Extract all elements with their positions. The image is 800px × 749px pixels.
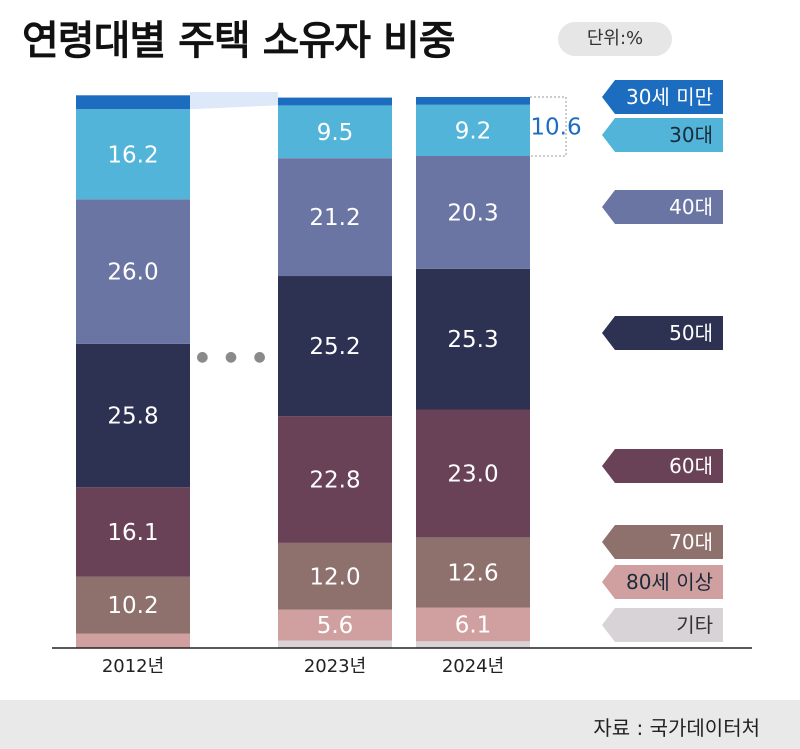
legend-tag-80plus xyxy=(602,565,723,599)
stacked-bar-chart: 10.2 16.1 25.8 26.0 16.2 2012년 5.6 12.0 22.8 25.2… xyxy=(52,80,752,677)
bar-segment-30s xyxy=(76,109,190,200)
data-label: 21.2 xyxy=(309,205,360,231)
data-label: 20.3 xyxy=(447,200,498,226)
legend-label: 30대 xyxy=(669,123,713,147)
category-label: 2023년 xyxy=(304,656,366,677)
data-label: 26.0 xyxy=(107,260,158,286)
legend-tag-30s xyxy=(602,118,723,152)
legend-label: 40대 xyxy=(669,195,713,219)
data-label: 25.8 xyxy=(107,404,158,430)
data-label: 9.2 xyxy=(455,118,492,144)
legend-label: 50대 xyxy=(669,321,713,345)
bar-segment-other xyxy=(416,641,530,648)
callout-label: 10.6 xyxy=(530,115,581,141)
legend-label: 기타 xyxy=(676,613,713,637)
legend-label: 60대 xyxy=(669,454,713,478)
callout-bracket xyxy=(530,96,567,157)
category-label: 2012년 xyxy=(102,656,164,677)
legend-tag-60s xyxy=(602,449,723,483)
category-label: 2024년 xyxy=(442,656,504,677)
legend-tag-40s xyxy=(602,190,723,224)
bar-segment-50s xyxy=(416,268,530,410)
bar-segment-70s xyxy=(278,542,392,610)
source-bar: 자료 : 국가데이터처 xyxy=(0,700,800,749)
legend-tag-70s xyxy=(602,525,723,559)
legend-tag-other xyxy=(602,608,723,642)
legend-tag-50s xyxy=(602,316,723,350)
data-label: 23.0 xyxy=(447,461,498,487)
bar-segment-80plus xyxy=(76,633,190,648)
bar-segment-50s xyxy=(278,276,392,417)
ellipsis: ● ● ● xyxy=(196,349,272,365)
bar-segment-40s xyxy=(416,155,530,269)
bar-segment-60s xyxy=(416,409,530,538)
bar-segment-80plus xyxy=(278,609,392,641)
data-label: 12.0 xyxy=(309,564,360,590)
bar-segment-70s xyxy=(76,576,190,634)
data-label: 12.6 xyxy=(447,560,498,586)
bar-segment-70s xyxy=(416,537,530,608)
legend-label: 30세 미만 xyxy=(626,85,713,109)
source-text: 자료 : 국가데이터처 xyxy=(593,716,760,740)
data-label: 16.2 xyxy=(107,142,158,168)
unit-badge: 단위:% xyxy=(558,22,672,56)
bar-segment-60s xyxy=(278,416,392,543)
data-label: 25.2 xyxy=(309,334,360,360)
gap-connector xyxy=(190,92,278,110)
legend-tag-under30 xyxy=(602,80,723,114)
bar-segment-30s xyxy=(278,105,392,159)
bar-segment-50s xyxy=(76,343,190,488)
legend-label: 70대 xyxy=(669,530,713,554)
data-label: 22.8 xyxy=(309,468,360,494)
legend-label: 80세 이상 xyxy=(626,570,713,594)
chart-title: 연령대별 주택 소유자 비중 xyxy=(22,18,456,64)
bar-segment-40s xyxy=(278,158,392,277)
bar-segment-under30 xyxy=(76,95,190,110)
data-label: 16.1 xyxy=(107,520,158,546)
data-label: 5.6 xyxy=(317,613,354,639)
data-label: 10.2 xyxy=(107,593,158,619)
data-label: 6.1 xyxy=(455,612,492,638)
bar-segment-under30 xyxy=(416,97,530,105)
data-label: 9.5 xyxy=(317,120,354,146)
bar-segment-30s xyxy=(416,104,530,156)
bar-segment-80plus xyxy=(416,607,530,642)
bar-segment-under30 xyxy=(278,97,392,106)
bar-segment-40s xyxy=(76,199,190,344)
bar-segment-60s xyxy=(76,487,190,577)
data-label: 25.3 xyxy=(447,327,498,353)
bar-segment-other xyxy=(278,640,392,648)
